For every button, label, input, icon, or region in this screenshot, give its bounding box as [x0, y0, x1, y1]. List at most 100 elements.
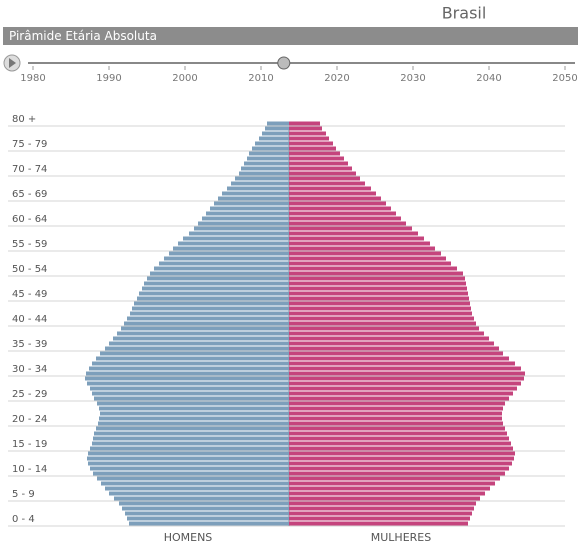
age-group-label: 75 - 79 — [12, 139, 47, 150]
male-bar — [114, 496, 289, 501]
female-bar — [289, 316, 474, 321]
female-bar — [289, 451, 515, 456]
female-bar — [289, 141, 333, 146]
female-bar — [289, 186, 371, 191]
male-bar — [100, 351, 289, 356]
male-bar — [139, 291, 289, 296]
age-group-label: 65 - 69 — [12, 189, 47, 200]
male-bar — [97, 401, 289, 406]
male-bar — [98, 421, 289, 426]
female-bar — [289, 496, 480, 501]
female-bar — [289, 201, 386, 206]
male-bar — [85, 376, 289, 381]
female-bar — [289, 216, 401, 221]
female-bar — [289, 396, 509, 401]
male-bar — [255, 141, 289, 146]
male-bar — [147, 276, 289, 281]
female-bar — [289, 126, 322, 131]
female-bar — [289, 281, 466, 286]
male-bar — [265, 126, 289, 131]
female-bar — [289, 306, 471, 311]
female-bar — [289, 271, 463, 276]
timeline-tick-label: 2040 — [476, 73, 501, 84]
age-group-label: 55 - 59 — [12, 239, 47, 250]
female-bar — [289, 471, 505, 476]
age-group-label: 50 - 54 — [12, 264, 47, 275]
male-bar — [169, 251, 289, 256]
male-bar — [267, 121, 289, 126]
male-bar — [252, 146, 289, 151]
female-bar — [289, 151, 340, 156]
female-bar — [289, 221, 406, 226]
female-bar — [289, 356, 509, 361]
male-bar — [178, 241, 289, 246]
female-bar — [289, 376, 524, 381]
male-bar — [93, 471, 289, 476]
male-bar — [96, 426, 289, 431]
male-bar — [122, 506, 289, 511]
male-bar — [86, 371, 289, 376]
female-bar — [289, 351, 503, 356]
female-bar — [289, 251, 441, 256]
female-bar — [289, 391, 513, 396]
age-group-label: 0 - 4 — [12, 514, 35, 525]
male-bar — [127, 516, 289, 521]
female-bar — [289, 166, 352, 171]
male-bar — [87, 456, 289, 461]
subtitle: Pirâmide Etária Absoluta — [9, 29, 157, 43]
female-bar — [289, 456, 514, 461]
female-bar — [289, 381, 521, 386]
year-slider-knob[interactable] — [277, 56, 291, 70]
female-bar — [289, 436, 509, 441]
female-bar — [289, 236, 424, 241]
male-bar — [87, 381, 289, 386]
timeline-tick-label: 2020 — [324, 73, 349, 84]
female-bar — [289, 486, 490, 491]
male-bar — [94, 396, 289, 401]
male-bar — [90, 466, 289, 471]
female-bar — [289, 231, 418, 236]
legend-label: MULHERES — [371, 531, 431, 544]
female-bar — [289, 321, 476, 326]
male-bar — [222, 191, 289, 196]
age-group-label: 15 - 19 — [12, 439, 47, 450]
female-bar — [289, 466, 509, 471]
female-bar — [289, 121, 320, 126]
female-bar — [289, 336, 489, 341]
age-group-label: 10 - 14 — [12, 464, 47, 475]
age-group-label: 80 + — [12, 114, 36, 125]
male-bar — [88, 451, 289, 456]
female-bar — [289, 371, 525, 376]
male-bar — [124, 321, 289, 326]
age-group-label: 20 - 24 — [12, 414, 47, 425]
male-bar — [210, 206, 289, 211]
male-bar — [132, 306, 289, 311]
timeline-tick-label: 1980 — [20, 73, 45, 84]
legend-label: HOMENS — [164, 531, 213, 544]
female-bar — [289, 176, 360, 181]
female-bar — [289, 506, 474, 511]
play-button[interactable] — [3, 54, 21, 72]
header-bar — [3, 27, 578, 45]
male-bar — [134, 301, 289, 306]
male-bar — [227, 186, 289, 191]
female-bar — [289, 341, 494, 346]
age-group-label: 25 - 29 — [12, 389, 47, 400]
male-bar — [109, 491, 289, 496]
age-group-label: 45 - 49 — [12, 289, 47, 300]
female-bar — [289, 416, 502, 421]
female-bar — [289, 326, 479, 331]
female-bar — [289, 421, 503, 426]
timeline-tick-label: 1990 — [96, 73, 121, 84]
male-bar — [129, 521, 289, 526]
female-bar — [289, 191, 376, 196]
male-bar — [206, 211, 289, 216]
female-bar — [289, 426, 505, 431]
female-bar — [289, 401, 505, 406]
female-bar — [289, 431, 507, 436]
male-bar — [164, 256, 289, 261]
timeline-tick-label: 2010 — [248, 73, 273, 84]
age-group-label: 70 - 74 — [12, 164, 47, 175]
female-bar — [289, 461, 512, 466]
